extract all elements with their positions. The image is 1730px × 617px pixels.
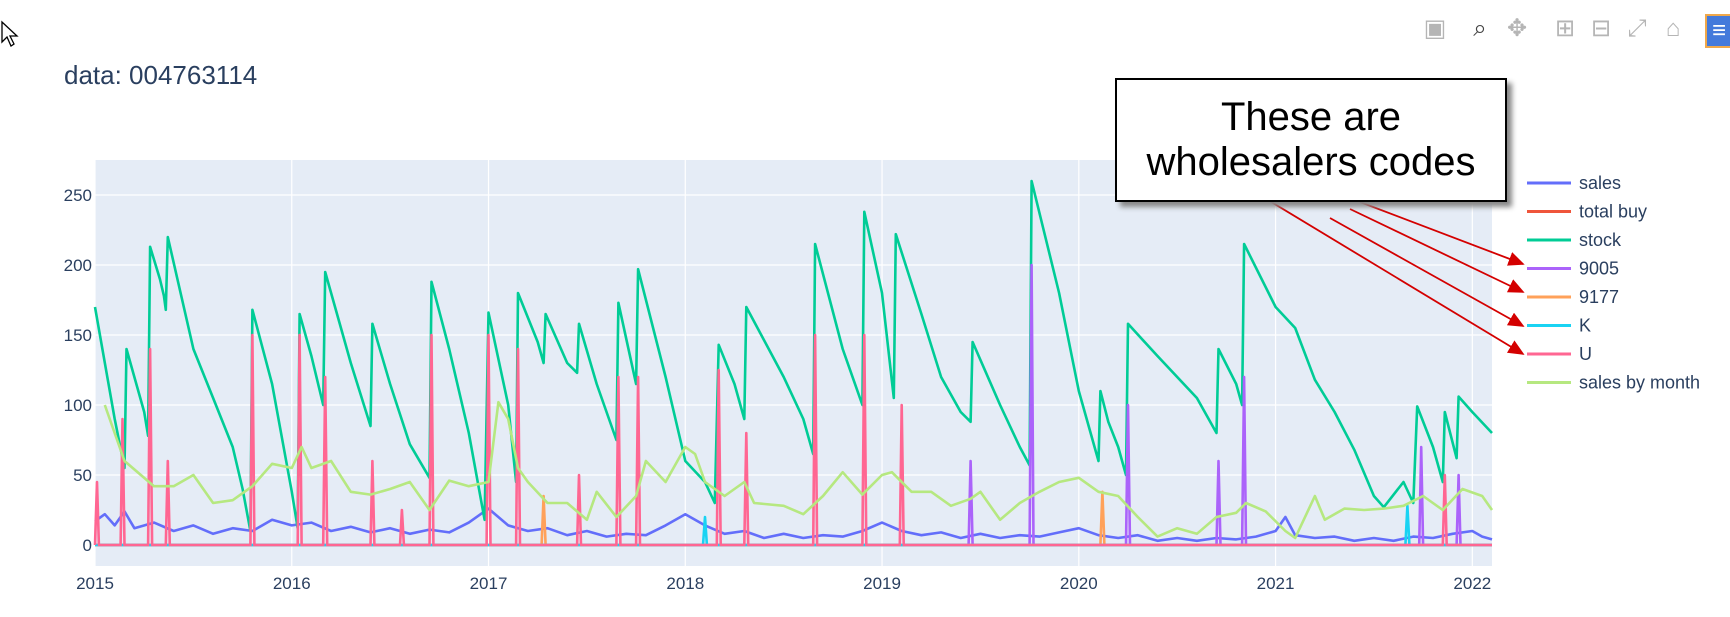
zoom-in-icon[interactable]: ⊞ — [1554, 15, 1576, 42]
series-line-u — [93, 333, 1492, 547]
x-tick-label: 2017 — [470, 574, 508, 593]
plot-background — [95, 160, 1492, 566]
y-tick-label: 50 — [73, 466, 92, 485]
legend-label[interactable]: sales — [1579, 173, 1621, 193]
x-tick-label: 2018 — [666, 574, 704, 593]
x-tick-label: 2019 — [863, 574, 901, 593]
x-tick-label: 2016 — [273, 574, 311, 593]
x-tick-label: 2021 — [1257, 574, 1295, 593]
y-tick-label: 100 — [64, 396, 92, 415]
annotation-arrow — [1267, 199, 1525, 355]
annotation-callout: These are wholesalers codes — [1115, 78, 1507, 202]
chart-title: data: 004763114 — [64, 60, 258, 90]
pan-icon[interactable]: ✥ — [1506, 15, 1528, 42]
modebar-toolbar: ▣ ⌕ ✥ ⊞ ⊟ ⤢ ⌂ ≡ — [1420, 14, 1730, 48]
annotation-text: These are wholesalers codes — [1146, 95, 1476, 184]
legend-label[interactable]: total buy — [1579, 202, 1647, 222]
legend-label[interactable]: stock — [1579, 230, 1622, 250]
annotation-arrow — [1329, 217, 1525, 327]
legend-label[interactable]: sales by month — [1579, 373, 1700, 393]
y-tick-label: 200 — [64, 256, 92, 275]
mouse-cursor-icon — [1, 20, 19, 47]
legend-label[interactable]: U — [1579, 344, 1592, 364]
y-tick-label: 0 — [83, 536, 92, 555]
series-line-sales-by-month — [103, 400, 1494, 540]
series-line-stock — [93, 179, 1493, 533]
y-tick-label: 150 — [64, 326, 92, 345]
zoom-out-icon[interactable]: ⊟ — [1590, 15, 1612, 42]
legend-label[interactable]: 9005 — [1579, 259, 1619, 279]
camera-icon[interactable]: ▣ — [1423, 15, 1447, 42]
legend-label[interactable]: K — [1579, 316, 1591, 336]
zoom-icon[interactable]: ⌕ — [1473, 15, 1487, 42]
x-tick-label: 2015 — [76, 574, 114, 593]
annotation-arrow — [1349, 208, 1525, 293]
y-tick-label: 250 — [64, 186, 92, 205]
annotation-arrow — [1359, 201, 1525, 266]
home-icon[interactable]: ⌂ — [1665, 15, 1681, 42]
x-tick-label: 2020 — [1060, 574, 1098, 593]
plotly-logo-icon[interactable]: ≡ — [1705, 14, 1730, 48]
x-tick-label: 2022 — [1453, 574, 1491, 593]
autoscale-icon[interactable]: ⤢ — [1627, 15, 1647, 42]
legend-label[interactable]: 9177 — [1579, 287, 1619, 307]
